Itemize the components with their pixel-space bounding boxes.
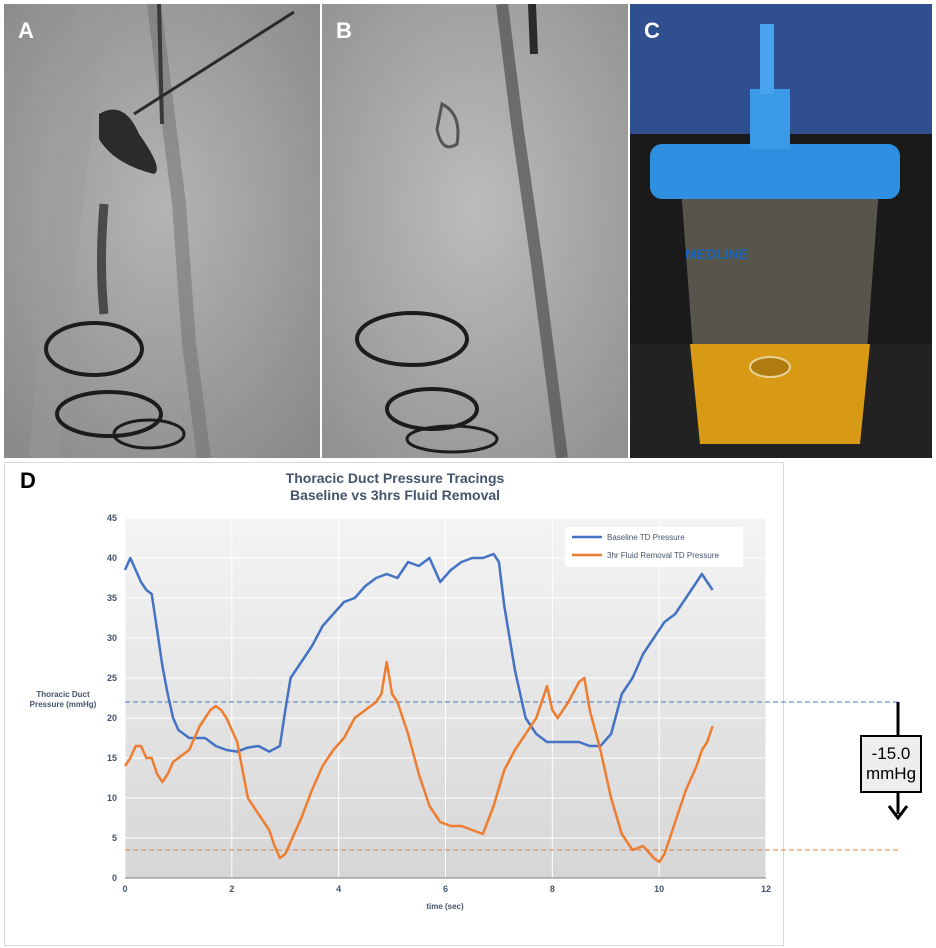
- pressure-change-box: -15.0 mmHg: [860, 735, 922, 793]
- x-tick-label: 12: [761, 884, 771, 894]
- pressure-change-value: -15.0: [871, 744, 911, 763]
- y-tick-label: 15: [107, 753, 117, 763]
- chart-title: Thoracic Duct Pressure Tracings: [286, 470, 505, 486]
- x-tick-label: 10: [654, 884, 664, 894]
- canister-photo: MEDLINE: [630, 4, 932, 458]
- y-tick-label: 30: [107, 633, 117, 643]
- y-tick-label: 20: [107, 713, 117, 723]
- panel-c-label: C: [644, 18, 660, 43]
- x-tick-label: 8: [550, 884, 555, 894]
- legend: Baseline TD Pressure 3hr Fluid Removal T…: [565, 527, 743, 567]
- legend-label-baseline: Baseline TD Pressure: [607, 533, 685, 542]
- panel-d-label: D: [20, 468, 36, 493]
- reference-lines: [125, 701, 900, 851]
- y-tick-label: 10: [107, 793, 117, 803]
- y-tick-label: 25: [107, 673, 117, 683]
- y-tick-label: 45: [107, 513, 117, 523]
- x-tick-label: 2: [229, 884, 234, 894]
- series-line-baseline: [123, 552, 714, 753]
- x-tick-label: 0: [122, 884, 127, 894]
- y-axis-label-line1: Thoracic Duct: [36, 690, 90, 699]
- y-axis-label-line2: Pressure (mmHg): [30, 700, 97, 709]
- change-arrow-head: [887, 805, 909, 821]
- x-tick-label: 4: [336, 884, 341, 894]
- panel-a-fluoroscopy: A: [4, 4, 320, 458]
- x-tick-label: 6: [443, 884, 448, 894]
- pressure-change-unit: mmHg: [865, 764, 917, 783]
- panel-c-photo: MEDLINE C: [630, 4, 932, 458]
- y-tick-label: 0: [112, 873, 117, 883]
- panel-b-fluoroscopy: B: [322, 4, 628, 458]
- fluoroscopy-image-a: [4, 4, 320, 458]
- series-lines: [123, 552, 714, 864]
- y-tick-label: 5: [112, 833, 117, 843]
- series-line-fluid-removal: [123, 660, 714, 864]
- axes: 0 5 10 15 20 25 30 35 40 45 0 2 4 6 8 10 12: [107, 513, 771, 894]
- panel-b-label: B: [336, 18, 352, 43]
- panel-a-label: A: [18, 18, 34, 43]
- chart-subtitle: Baseline vs 3hrs Fluid Removal: [290, 487, 500, 503]
- y-tick-label: 35: [107, 593, 117, 603]
- x-axis-label: time (sec): [426, 902, 464, 911]
- fluoroscopy-image-b: [322, 4, 628, 458]
- y-tick-label: 40: [107, 553, 117, 563]
- legend-label-fluid-removal: 3hr Fluid Removal TD Pressure: [607, 551, 719, 560]
- canister-brand-text: MEDLINE: [685, 246, 748, 262]
